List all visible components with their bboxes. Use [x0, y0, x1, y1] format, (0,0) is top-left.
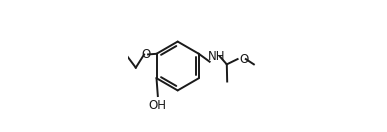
Text: O: O — [141, 48, 150, 61]
Text: OH: OH — [149, 99, 167, 112]
Text: NH: NH — [208, 50, 226, 63]
Text: O: O — [239, 53, 248, 66]
